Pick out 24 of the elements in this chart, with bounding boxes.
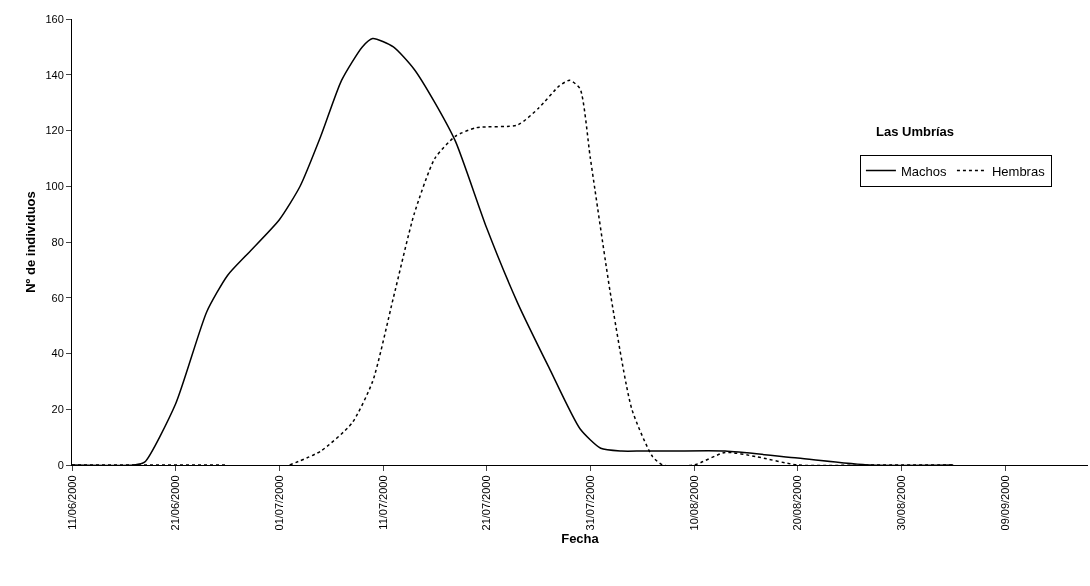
x-tick-label: 01/07/2000 bbox=[272, 475, 285, 531]
y-tick-label: 20 bbox=[51, 403, 64, 416]
x-tick-label: 31/07/2000 bbox=[583, 475, 596, 531]
y-tick-label: 100 bbox=[45, 180, 64, 193]
x-tick-label: 09/09/2000 bbox=[998, 475, 1011, 531]
y-tick-label: 80 bbox=[51, 235, 64, 248]
x-axis-title: Fecha bbox=[561, 531, 600, 547]
legend-title: Las Umbrías bbox=[876, 124, 955, 139]
x-tick-label: 21/07/2000 bbox=[480, 475, 493, 531]
y-tick-label: 120 bbox=[45, 124, 64, 137]
legend-label: Hembras bbox=[991, 163, 1046, 179]
y-tick-label: 0 bbox=[57, 458, 64, 471]
y-axis-title: Nº de individuos bbox=[23, 191, 39, 293]
y-tick-label: 140 bbox=[45, 68, 64, 81]
y-tick-label: 160 bbox=[45, 12, 64, 25]
y-tick-label: 40 bbox=[51, 347, 64, 360]
x-tick-label: 30/08/2000 bbox=[894, 475, 907, 531]
x-tick-label: 20/08/2000 bbox=[791, 475, 804, 531]
x-tick-label: 11/06/2000 bbox=[65, 475, 78, 530]
y-tick-label: 60 bbox=[51, 291, 64, 304]
x-tick-label: 21/06/2000 bbox=[169, 475, 182, 531]
legend-label: Machos bbox=[900, 163, 947, 179]
x-tick-label: 10/08/2000 bbox=[687, 475, 700, 531]
x-tick-label: 11/07/2000 bbox=[376, 475, 389, 530]
